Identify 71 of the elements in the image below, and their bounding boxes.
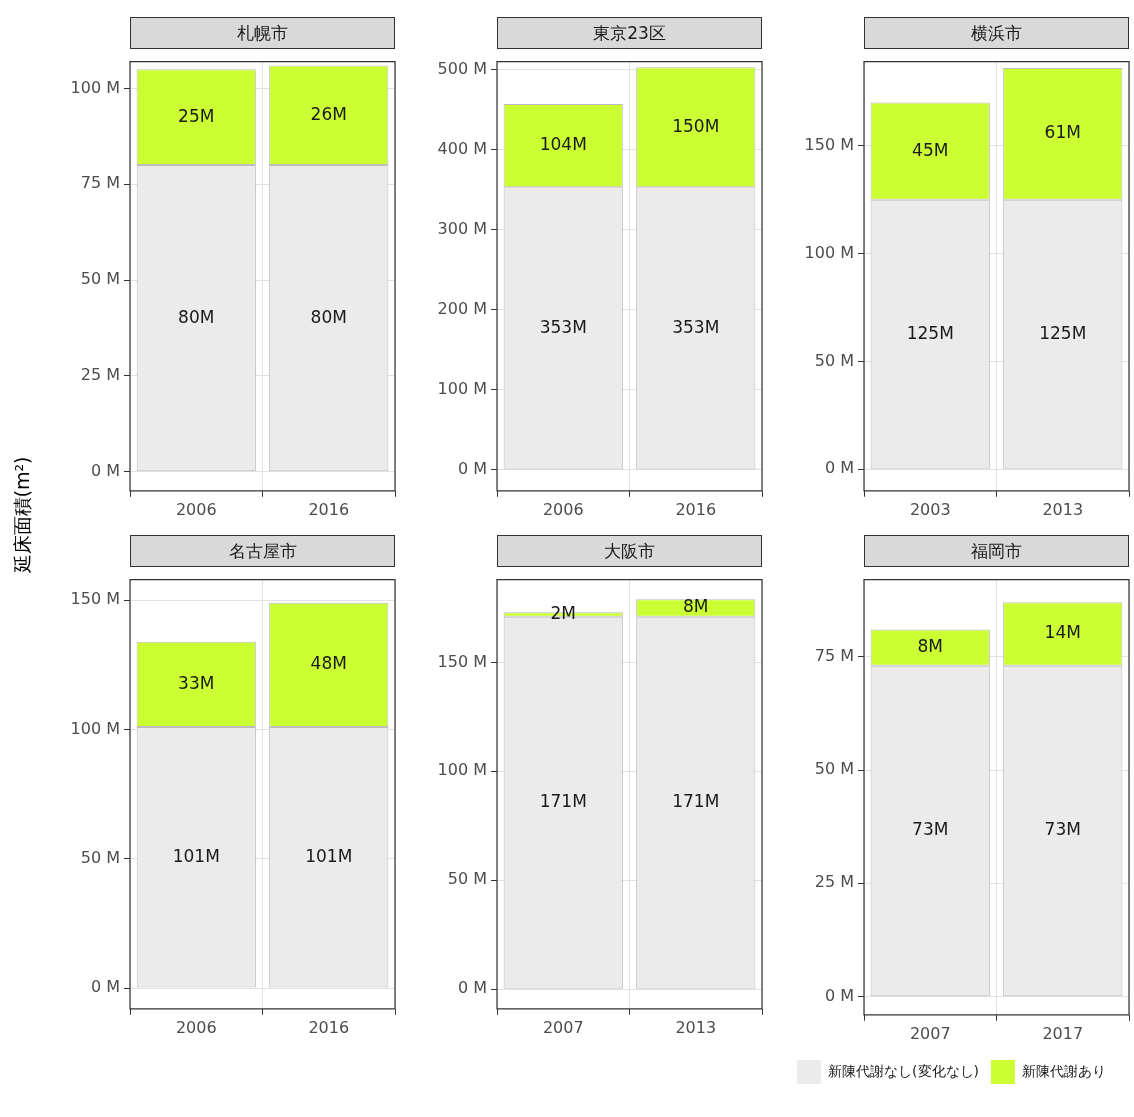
y-tick-label: 50 M [80,847,120,867]
data-label: 73M [1044,819,1081,840]
x-tick-label: 2013 [675,1017,717,1037]
y-tick-label: 0 M [90,460,120,480]
y-tick-label: 0 M [90,977,120,997]
y-tick-label: 50 M [814,350,854,370]
data-label: 33M [178,672,215,693]
y-tick-label: 75 M [814,645,854,665]
x-tick-label: 2003 [909,499,951,519]
x-tick-label: 2007 [542,1017,584,1037]
data-label: 26M [310,103,347,124]
y-tick-label: 0 M [824,985,854,1005]
chart-title: 大阪市 [497,535,762,567]
data-label: 45M [912,139,949,160]
y-tick-label: 100 M [804,242,854,262]
x-tick-label: 2007 [909,1023,951,1043]
data-label: 61M [1044,122,1081,143]
data-label: 104M [539,134,587,155]
y-tick-label: 150 M [804,134,854,154]
y-tick-label: 0 M [457,459,487,479]
legend-label: 新陳代謝あり [1021,1062,1106,1079]
y-tick-label: 25 M [80,364,120,384]
y-tick-label: 50 M [80,269,120,289]
chart-title: 名古屋市 [130,535,395,567]
y-tick-label: 150 M [437,651,487,671]
data-label: 171M [672,791,720,812]
data-label: 125M [1039,322,1087,343]
chart-title: 福岡市 [864,535,1129,567]
x-tick-label: 2013 [1042,499,1084,519]
y-tick-label: 500 M [437,58,487,78]
x-tick-label: 2006 [175,1017,217,1037]
y-tick-label: 100 M [70,77,120,97]
y-tick-label: 400 M [437,138,487,158]
data-label: 353M [672,316,720,337]
x-tick-label: 2006 [542,499,584,519]
y-tick-label: 200 M [437,298,487,318]
y-tick-label: 300 M [437,218,487,238]
y-tick-label: 75 M [80,173,120,193]
chart-title: 東京23区 [497,17,762,49]
data-label: 80M [310,306,347,327]
x-tick-label: 2006 [175,499,217,519]
y-tick-label: 100 M [437,760,487,780]
chart-title: 札幌市 [130,17,395,49]
data-label: 353M [539,316,587,337]
data-label: 101M [305,845,353,866]
y-tick-label: 150 M [70,589,120,609]
data-label: 14M [1044,622,1081,643]
data-label: 8M [917,636,943,657]
data-label: 8M [683,596,709,617]
x-tick-label: 2016 [308,1017,350,1037]
y-tick-label: 0 M [457,978,487,998]
y-tick-label: 0 M [824,458,854,478]
data-label: 101M [172,845,220,866]
data-label: 25M [178,105,215,126]
y-tick-label: 50 M [814,759,854,779]
x-tick-label: 2017 [1042,1023,1084,1043]
data-label: 125M [906,322,954,343]
y-tick-label: 100 M [70,718,120,738]
data-label: 150M [672,115,720,136]
x-tick-label: 2016 [308,499,350,519]
chart-title: 横浜市 [864,17,1129,49]
y-tick-label: 50 M [447,869,487,889]
data-label: 80M [178,306,215,327]
legend-label: 新陳代謝なし(変化なし) [828,1062,979,1079]
y-tick-label: 25 M [814,872,854,892]
data-label: 171M [539,791,587,812]
data-label: 48M [310,653,347,674]
data-label: 73M [912,819,949,840]
x-tick-label: 2016 [675,499,717,519]
y-tick-label: 100 M [437,379,487,399]
y-axis-title: 延床面積(m²) [10,456,34,574]
